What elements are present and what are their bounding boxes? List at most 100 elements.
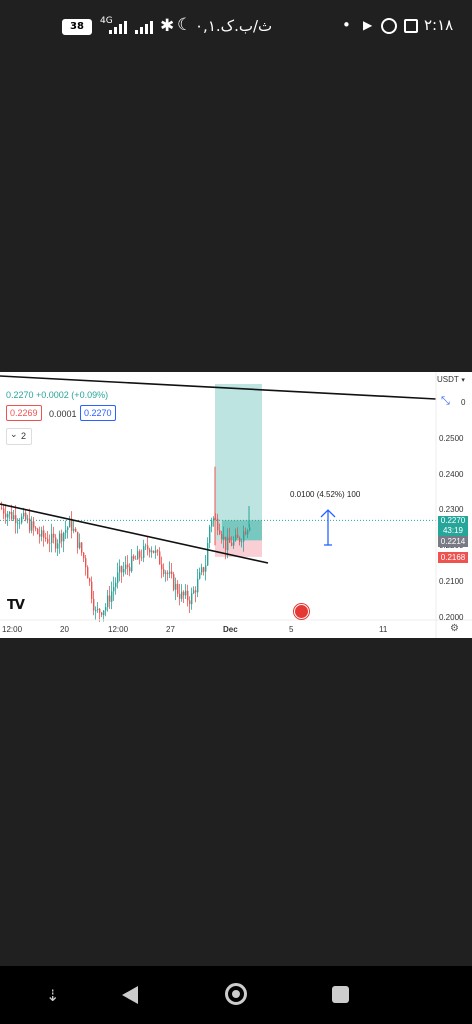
candle-body [61,533,63,542]
candle-body [129,567,131,572]
candle-body [173,574,175,590]
auto-scale-icon[interactable]: ⤡ [441,394,450,407]
candle-body [35,527,37,529]
candle-body [229,537,231,543]
signal-icon [109,21,153,34]
candle-body [213,518,215,521]
candle-body [51,533,53,543]
candle-body [85,558,87,568]
candle-body [99,608,101,613]
price-change-line: 0.2270 +0.0002 (+0.09%) [6,390,109,400]
x-tick-2: 12:00 [108,625,129,634]
candle-body [195,590,197,593]
chart-canvas[interactable] [0,372,472,638]
settings-icon[interactable]: ⚙ [450,623,459,634]
candle-body [243,531,245,542]
status-time: ۲:۱۸ [424,16,454,34]
candle-body [187,590,189,601]
candle-body [155,550,157,553]
lower-trend-line [0,503,269,564]
candle-body [55,537,57,549]
x-tick-5: 5 [289,625,294,634]
last-price-tag: 0.2270 43:19 [438,516,468,536]
filled-zone [222,520,262,541]
currency-select[interactable]: USDT ▾ [437,375,471,389]
candle-body [33,521,35,528]
candle-body [115,582,117,588]
trading-chart[interactable]: 0.2270 +0.0002 (+0.09%) 0.2269 0.0001 0.… [0,372,472,638]
candle-body [197,578,199,593]
candle-body [117,572,119,583]
currency-label: USDT [437,375,459,384]
candle-body [221,534,223,540]
x-tick-4: Dec [223,625,238,634]
candle-body [9,511,11,515]
candle-body [225,536,227,551]
flag-icon[interactable] [294,604,309,619]
y-tick-1: 0.2400 [439,470,464,479]
candle-body [27,518,29,520]
candle-body [161,564,163,570]
candle-body [231,542,233,546]
candle-body [123,569,125,573]
candle-body [215,518,217,520]
candle-body [245,531,247,535]
recents-icon[interactable] [332,986,349,1003]
candle-body [165,572,167,574]
candle-body [131,556,133,572]
candle-body [21,516,23,523]
candle-body [127,564,129,568]
candle-body [57,543,59,549]
x-tick-6: 11 [379,625,388,634]
candle-body [179,593,181,599]
x-tick-1: 20 [60,625,69,634]
candle-body [63,532,65,542]
bluetooth-icon: ✱ [160,16,175,36]
hide-keyboard-icon[interactable]: ⇣ [46,986,60,1005]
candle-body [249,527,251,531]
candle-body [167,572,169,574]
play-icon: ▶ [363,18,373,32]
candle-body [15,515,17,524]
entry-price-tag: 0.2214 [438,536,468,547]
candle-body [207,543,209,566]
back-icon[interactable] [120,984,140,1006]
candle-body [83,552,85,559]
candle-body [159,551,161,565]
whatsapp-icon [381,18,397,34]
candle-body [29,518,31,531]
chevron-down-icon: ▾ [461,376,465,384]
candle-body [89,578,91,582]
ask-box[interactable]: 0.2270 [80,405,116,421]
candle-body [79,542,81,548]
candle-body [139,551,141,558]
last-price: 0.2270 [440,516,466,525]
candle-body [109,595,111,602]
status-bar: 38 4G ✱ ☾ ث/ب.ک.۰,۱ • ▶ ۲:۱۸ [0,0,472,56]
indicator-toggle[interactable]: ⌄ 2 [6,428,32,445]
candle-body [95,609,97,611]
candle-body [119,566,121,573]
candle-body [241,541,243,543]
candle-body [75,528,77,532]
candle-body [141,557,143,559]
candle-body [183,591,185,596]
candle-body [105,607,107,611]
candle-body [191,593,193,605]
gallery-icon [404,19,418,33]
candle-body [113,587,115,592]
home-icon[interactable] [225,983,247,1005]
candle-body [235,534,237,541]
bid-box[interactable]: 0.2269 [6,405,42,421]
network-type: 4G [100,16,113,26]
candle-body [101,612,103,616]
candle-body [91,581,93,599]
candle-body [237,534,239,538]
candle-body [7,514,9,518]
tradingview-logo[interactable]: TV [7,598,25,613]
candle-body [67,527,69,531]
candle-body [153,550,155,553]
candle-body [189,600,191,605]
candle-body [43,530,45,538]
candle-body [5,513,7,518]
